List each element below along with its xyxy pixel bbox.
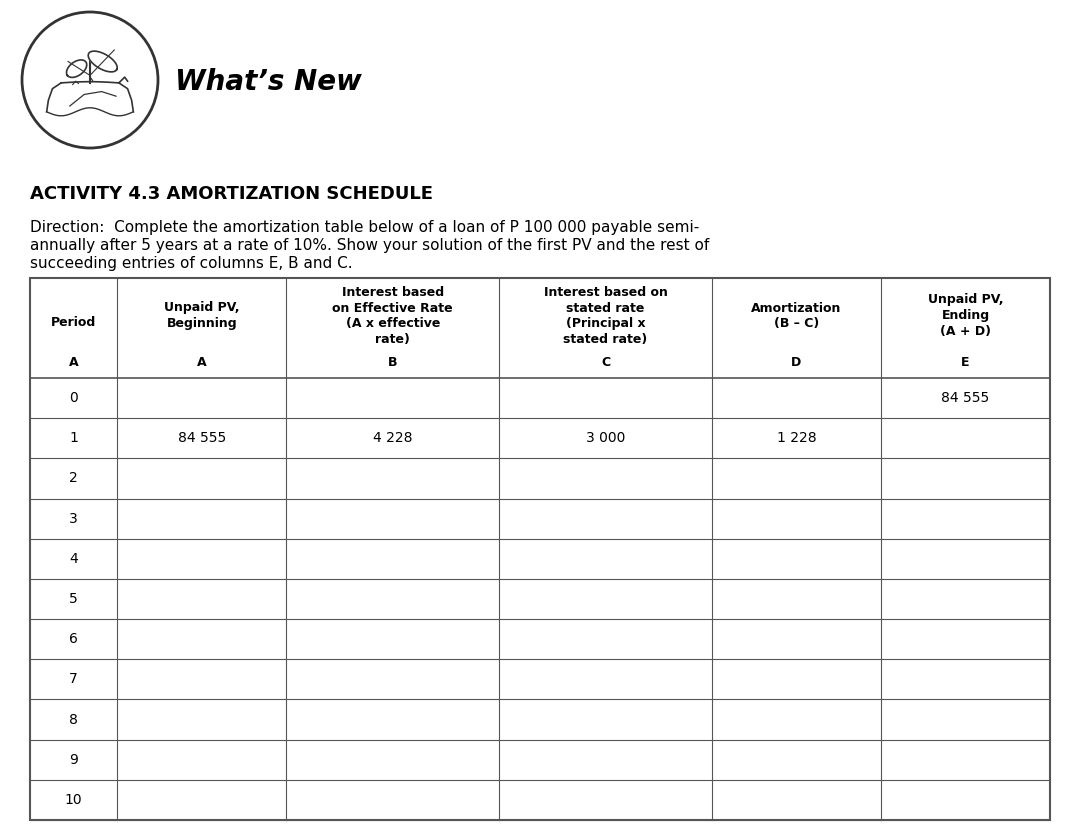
Text: 4 228: 4 228 xyxy=(373,431,413,446)
Text: A: A xyxy=(69,356,79,370)
Text: 6: 6 xyxy=(69,632,78,646)
Text: Period: Period xyxy=(51,317,96,329)
Text: Unpaid PV,
Ending
(A + D): Unpaid PV, Ending (A + D) xyxy=(928,294,1003,338)
Text: ACTIVITY 4.3 AMORTIZATION SCHEDULE: ACTIVITY 4.3 AMORTIZATION SCHEDULE xyxy=(30,185,433,203)
Text: 4: 4 xyxy=(69,552,78,566)
Text: Amortization
(B – C): Amortization (B – C) xyxy=(752,301,841,331)
Text: Interest based
on Effective Rate
(A x effective
rate): Interest based on Effective Rate (A x ef… xyxy=(333,285,453,346)
Text: 0: 0 xyxy=(69,391,78,405)
Text: Interest based on
stated rate
(Principal x
stated rate): Interest based on stated rate (Principal… xyxy=(543,285,667,346)
Text: Direction:  Complete the amortization table below of a loan of P 100 000 payable: Direction: Complete the amortization tab… xyxy=(30,220,699,235)
Bar xyxy=(30,278,1050,820)
Text: Unpaid PV,
Beginning: Unpaid PV, Beginning xyxy=(164,301,240,331)
Text: 10: 10 xyxy=(65,793,82,807)
Text: 7: 7 xyxy=(69,672,78,686)
Text: E: E xyxy=(961,356,970,370)
Polygon shape xyxy=(89,51,118,72)
Text: 1: 1 xyxy=(69,431,78,446)
Text: What’s New: What’s New xyxy=(175,68,362,96)
Text: D: D xyxy=(792,356,801,370)
Text: 9: 9 xyxy=(69,752,78,766)
Text: B: B xyxy=(388,356,397,370)
Text: 8: 8 xyxy=(69,713,78,727)
Text: 84 555: 84 555 xyxy=(942,391,989,405)
Text: 5: 5 xyxy=(69,592,78,606)
Text: 84 555: 84 555 xyxy=(178,431,226,446)
Text: 3 000: 3 000 xyxy=(585,431,625,446)
Text: C: C xyxy=(600,356,610,370)
Polygon shape xyxy=(67,60,86,78)
Text: annually after 5 years at a rate of 10%. Show your solution of the first PV and : annually after 5 years at a rate of 10%.… xyxy=(30,238,710,253)
Text: A: A xyxy=(197,356,206,370)
Text: succeeding entries of columns E, B and C.: succeeding entries of columns E, B and C… xyxy=(30,256,353,271)
Text: 3: 3 xyxy=(69,512,78,526)
Text: 1 228: 1 228 xyxy=(777,431,816,446)
Text: 2: 2 xyxy=(69,471,78,485)
